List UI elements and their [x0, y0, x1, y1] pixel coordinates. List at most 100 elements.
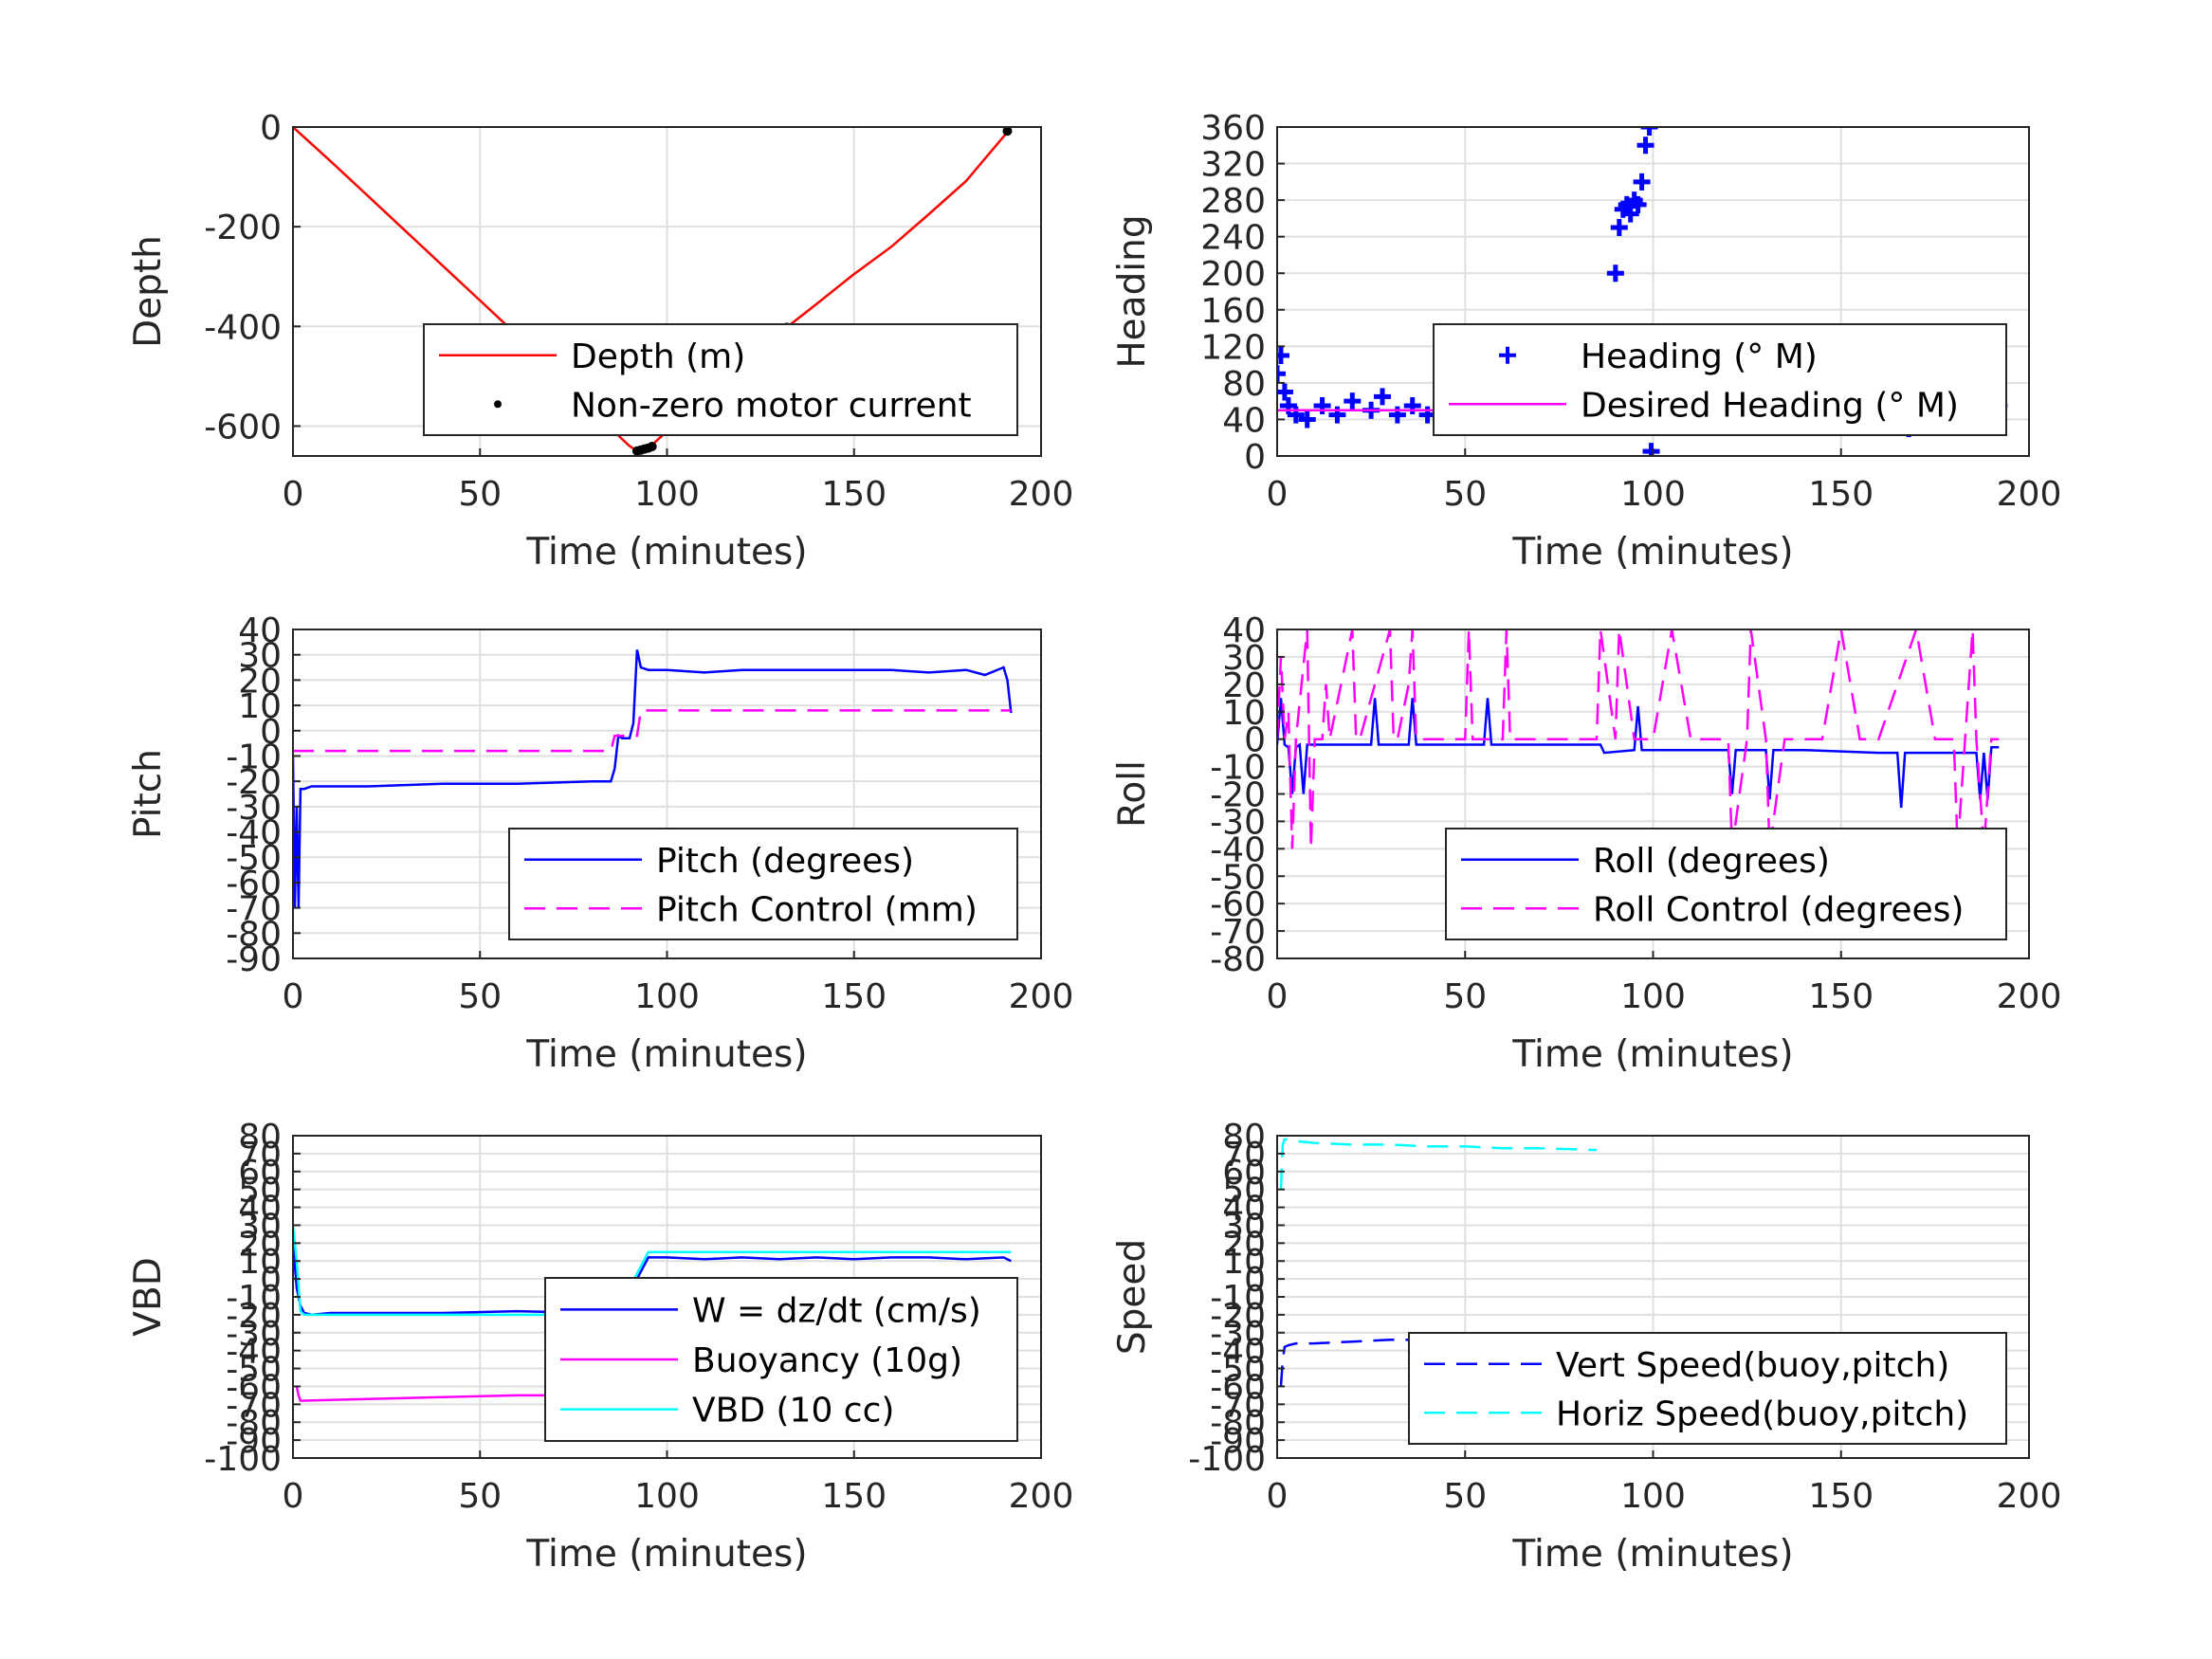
y-tick-label: -40 [1210, 1333, 1266, 1372]
y-tick-label: -200 [204, 209, 282, 247]
legend-entry: Pitch (degrees) [656, 842, 914, 881]
y-tick-label: -50 [1210, 1351, 1266, 1390]
y-tick-label: -30 [1210, 1315, 1266, 1354]
heading-marker [1621, 205, 1639, 223]
y-tick-label: -20 [226, 763, 282, 802]
x-axis-label: Time (minutes) [1511, 1033, 1793, 1076]
y-tick-label: 160 [1200, 292, 1266, 331]
x-tick-label: 100 [634, 977, 700, 1016]
legend-entry: Non-zero motor current [571, 386, 972, 425]
y-tick-label: 30 [238, 637, 282, 676]
x-tick-label: 200 [1997, 1477, 2062, 1516]
y-tick-label: -80 [226, 1404, 282, 1443]
legend-box [1408, 1332, 2007, 1445]
x-tick-label: 200 [1009, 475, 1074, 514]
legend-entry: Roll (degrees) [1593, 842, 1830, 881]
x-axis-label: Time (minutes) [1511, 531, 1793, 574]
motor-current-point [1002, 127, 1013, 137]
x-tick-label: 0 [283, 475, 304, 514]
y-tick-label: -70 [1210, 913, 1266, 952]
legend-entry: Heading (° M) [1581, 337, 1818, 376]
y-tick-label: -60 [1210, 1368, 1266, 1407]
y-tick-label: 240 [1200, 219, 1266, 258]
y-tick-label: 70 [1222, 1136, 1266, 1175]
y-tick-label: 10 [1222, 694, 1266, 733]
y-tick-label: -100 [1188, 1440, 1266, 1479]
x-tick-label: 0 [283, 977, 304, 1016]
y-tick-label: 20 [1222, 1225, 1266, 1264]
y-tick-label: -80 [226, 915, 282, 954]
y-tick-label: -90 [226, 1422, 282, 1461]
legend-marker [1499, 346, 1516, 364]
y-tick-label: -50 [226, 1351, 282, 1390]
series-line-1 [1277, 698, 2000, 809]
x-tick-label: 50 [1443, 475, 1487, 514]
x-tick-label: 50 [458, 1477, 502, 1516]
y-tick-label: 20 [1222, 666, 1266, 705]
y-tick-label: -40 [226, 814, 282, 853]
y-tick-label: 10 [238, 687, 282, 726]
y-tick-label: -40 [226, 1333, 282, 1372]
series-line-2 [293, 709, 1012, 753]
x-axis-label: Time (minutes) [525, 531, 807, 574]
y-tick-label: 30 [1222, 639, 1266, 678]
y-tick-label: -60 [226, 1368, 282, 1407]
legend: Heading (° M) Desired Heading (° M) [1433, 323, 2007, 436]
subplot-6: 0 50 100 150 20080706050403020100-10-20-30-4… [1111, 1118, 2061, 1576]
y-tick-label: 0 [260, 713, 282, 752]
legend: Pitch (degrees) Pitch Control (mm) [508, 828, 1018, 940]
plot-area [1277, 629, 2000, 849]
legend-entry: VBD (10 cc) [692, 1392, 894, 1431]
subplot-5: 0 50 100 150 20080706050403020100-10-20-30-4… [127, 1118, 1073, 1576]
heading-marker [1636, 137, 1654, 155]
heading-marker [1629, 195, 1647, 213]
y-axis-label: Speed [1111, 1239, 1154, 1355]
series-line-1 [293, 649, 1013, 908]
subplot-4: 0 50 100 150 200403020100-10-20-30-40-50-60-… [1111, 611, 2061, 1076]
y-tick-label: -20 [1210, 776, 1266, 815]
series-line-2 [295, 1386, 612, 1402]
x-axis-label: Time (minutes) [1511, 1533, 1793, 1576]
legend-entry: Vert Speed(buoy,pitch) [1556, 1346, 1949, 1385]
x-tick-label: 100 [1620, 475, 1686, 514]
y-tick-label: 360 [1200, 109, 1266, 148]
x-tick-label: 150 [821, 1477, 887, 1516]
legend-entry: Depth (m) [571, 337, 745, 376]
x-tick-label: 100 [634, 475, 700, 514]
y-tick-label: -60 [226, 865, 282, 903]
motor-current-point [647, 442, 657, 452]
y-tick-label: 0 [260, 1261, 282, 1300]
y-tick-label: 20 [238, 1225, 282, 1264]
series-line-2 [1277, 629, 2000, 849]
heading-marker [1344, 392, 1362, 410]
y-tick-label: -400 [204, 308, 282, 347]
y-axis-label: Pitch [127, 749, 170, 839]
y-tick-label: -30 [226, 789, 282, 828]
heading-marker [1642, 443, 1660, 456]
x-tick-label: 50 [458, 977, 502, 1016]
legend-marker [494, 400, 502, 409]
x-tick-label: 100 [1620, 1477, 1686, 1516]
x-tick-label: 100 [1620, 977, 1686, 1016]
legend-box [423, 323, 1018, 436]
y-axis-label: Roll [1111, 760, 1154, 828]
y-tick-label: 80 [1222, 1118, 1266, 1157]
legend-box [508, 828, 1018, 940]
y-tick-label: -70 [226, 890, 282, 929]
x-tick-label: 200 [1009, 977, 1074, 1016]
x-tick-label: 150 [1808, 977, 1874, 1016]
x-tick-label: 150 [1808, 475, 1874, 514]
y-tick-label: -30 [226, 1315, 282, 1354]
y-tick-label: 40 [1222, 611, 1266, 650]
heading-marker [1606, 264, 1624, 283]
legend-box [1433, 323, 2007, 436]
y-tick-label: 40 [1222, 1190, 1266, 1229]
heading-marker [1374, 388, 1392, 406]
heading-marker [1610, 219, 1628, 237]
x-axis-label: Time (minutes) [525, 1033, 807, 1076]
y-tick-label: -20 [1210, 1297, 1266, 1336]
legend: Depth (m) Non-zero motor current [423, 323, 1018, 436]
y-tick-label: -40 [1210, 830, 1266, 869]
y-tick-label: 10 [1222, 1243, 1266, 1282]
x-tick-label: 100 [634, 1477, 700, 1516]
